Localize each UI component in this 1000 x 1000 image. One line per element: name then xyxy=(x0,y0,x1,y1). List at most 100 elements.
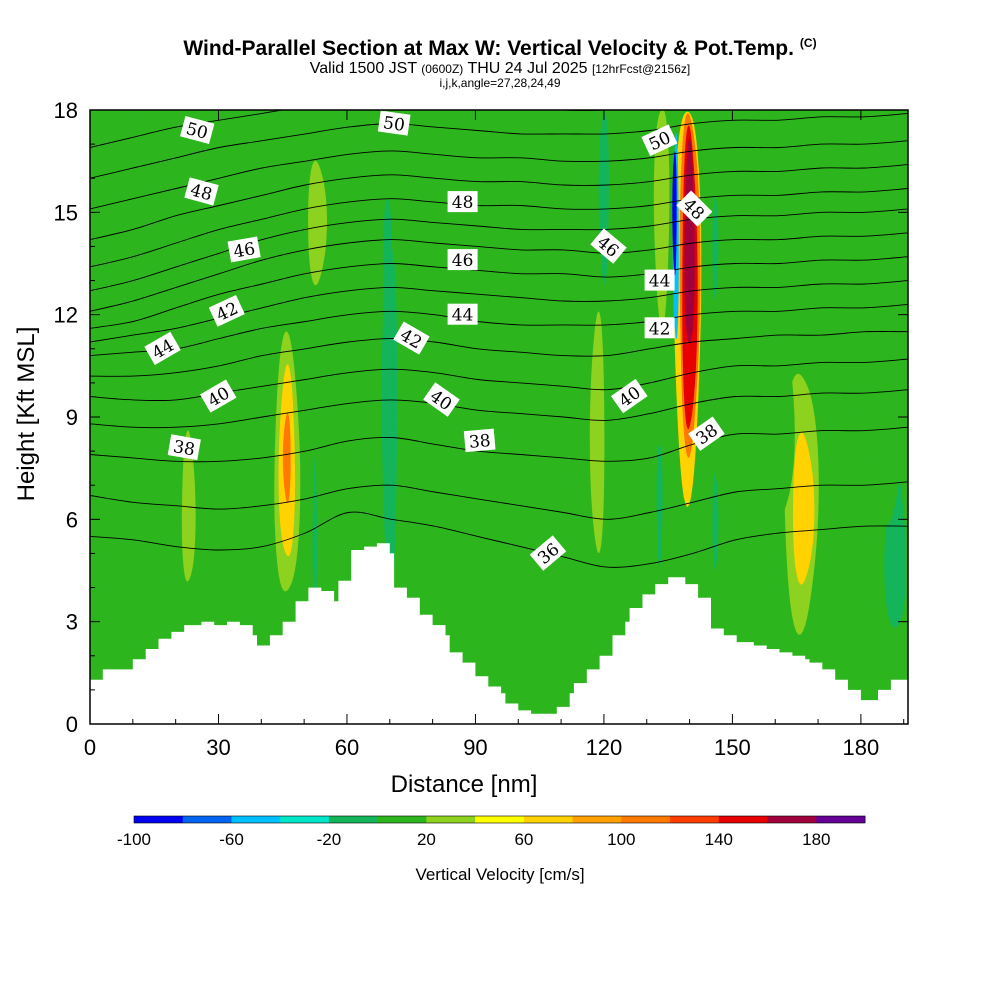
chart-title: Wind-Parallel Section at Max W: Vertical… xyxy=(0,36,1000,61)
colorbar-swatch xyxy=(426,816,476,823)
contour-label: 50 xyxy=(180,115,215,145)
x-tick-label: 180 xyxy=(843,735,880,760)
contour-label: 48 xyxy=(447,191,478,213)
contour-label-text: 42 xyxy=(649,319,671,339)
theta-contour-48 xyxy=(90,164,908,241)
colorbar-swatch xyxy=(621,816,671,823)
y-tick-label: 12 xyxy=(54,303,78,328)
valid-time: Valid 1500 JST xyxy=(309,60,417,77)
x-tick-label: 30 xyxy=(206,735,230,760)
terrain-mask xyxy=(90,543,908,724)
colorbar-swatch xyxy=(231,816,281,823)
y-tick-label: 15 xyxy=(54,200,78,225)
w-region xyxy=(308,160,327,286)
contour-labels: 5048464442403850484644424038364644424050… xyxy=(144,110,725,571)
grid-params: i,j,k,angle=27,28,24,49 xyxy=(439,76,561,90)
x-tick-label: 0 xyxy=(84,735,96,760)
y-tick-label: 0 xyxy=(66,712,78,737)
colorbar-swatch xyxy=(280,816,330,823)
contour-label-text: 48 xyxy=(452,193,474,213)
theta-contour-42 xyxy=(90,303,908,357)
theta-contour-49 xyxy=(90,140,908,210)
w-region xyxy=(181,430,196,582)
contour-label: 44 xyxy=(447,303,478,326)
x-tick-label: 120 xyxy=(586,735,623,760)
contour-label: 46 xyxy=(447,249,478,271)
contour-label: 42 xyxy=(644,317,675,339)
w-region xyxy=(97,118,168,391)
theta-contour-47 xyxy=(90,188,908,268)
colorbar-swatch xyxy=(182,816,232,823)
y-axis-title: Height [Kft MSL] xyxy=(13,327,40,502)
w-region xyxy=(793,432,815,585)
theta-contour-36 xyxy=(90,511,908,568)
w-region xyxy=(381,247,398,604)
y-tick-label: 3 xyxy=(66,610,78,635)
colorbar-swatch xyxy=(475,816,525,823)
colorbar-swatch xyxy=(670,816,720,823)
contour-label-text: 46 xyxy=(452,251,474,271)
x-axis-title: Distance [nm] xyxy=(391,771,538,798)
w-region xyxy=(672,151,677,276)
w-region xyxy=(312,457,317,608)
colorbar-tick-label: 100 xyxy=(607,830,635,849)
contour-label: 50 xyxy=(641,124,678,157)
colorbar-swatch xyxy=(328,816,378,823)
colorbar-tick-label: 140 xyxy=(705,830,733,849)
chart-subtitle: Valid 1500 JST (0600Z) THU 24 Jul 2025 [… xyxy=(0,61,1000,77)
colorbar-tick-label: 180 xyxy=(802,830,830,849)
theta-contour-45 xyxy=(90,232,908,312)
colorbar-swatch xyxy=(718,816,768,823)
theta-contour-39 xyxy=(90,389,908,429)
w-region xyxy=(855,112,907,527)
colorbar-frame xyxy=(133,815,866,824)
y-tick-label: 6 xyxy=(66,507,78,532)
theta-contour-38 xyxy=(90,426,908,463)
colorbar-tick-label: 60 xyxy=(514,830,533,849)
w-region xyxy=(712,195,719,300)
colorbar-swatch xyxy=(816,816,866,823)
contour-label: 44 xyxy=(644,269,675,292)
valid-utc: (0600Z) xyxy=(421,62,464,76)
colorbar-tick-label: -20 xyxy=(317,830,342,849)
contour-label-text: 50 xyxy=(382,113,406,136)
contour-label: 38 xyxy=(167,434,201,460)
contour-label-text: 44 xyxy=(649,272,671,292)
chart-title-text: Wind-Parallel Section at Max W: Vertical… xyxy=(183,37,794,60)
theta-contour-46 xyxy=(90,208,908,292)
theta-contour-41 xyxy=(90,331,908,377)
theta-contour-44 xyxy=(90,256,908,329)
colorbar: -100 -60 -20 20 60 100 140 180 Vertical Velocity… xyxy=(117,815,866,884)
theta-contour-37 xyxy=(90,481,908,520)
colorbar-swatch xyxy=(572,816,622,823)
w-region xyxy=(708,292,795,535)
vertical-velocity-field xyxy=(97,110,907,635)
valid-date: THU 24 Jul 2025 xyxy=(467,60,588,77)
colorbar-tick-label: -100 xyxy=(117,830,151,849)
theta-contour-51 xyxy=(90,110,616,148)
w-region xyxy=(383,198,393,336)
colorbar-title: Vertical Velocity [cm/s] xyxy=(415,865,584,884)
x-tick-label: 60 xyxy=(335,735,359,760)
y-tick-label: 9 xyxy=(66,405,78,430)
x-tick-label: 150 xyxy=(714,735,751,760)
contour-label-text: 46 xyxy=(232,239,257,262)
colorbar-swatch xyxy=(523,816,573,823)
contour-label: 38 xyxy=(463,428,496,453)
w-region xyxy=(589,311,605,554)
colorbar-swatch xyxy=(377,816,427,823)
w-region xyxy=(712,466,719,570)
colorbar-tick-label: 20 xyxy=(417,830,436,849)
contour-label: 46 xyxy=(227,236,261,263)
colorbar-swatch xyxy=(134,816,184,823)
w-region xyxy=(656,444,663,568)
potential-temperature-contours xyxy=(90,110,908,568)
contour-label-text: 38 xyxy=(172,437,197,460)
x-tick-label: 90 xyxy=(463,735,487,760)
forecast-info: [12hrFcst@2156z] xyxy=(591,62,691,76)
w-region xyxy=(282,413,291,503)
contour-label-text: 38 xyxy=(468,431,491,453)
colorbar-tick-label: -60 xyxy=(219,830,244,849)
copyright-mark: (C) xyxy=(799,36,817,50)
